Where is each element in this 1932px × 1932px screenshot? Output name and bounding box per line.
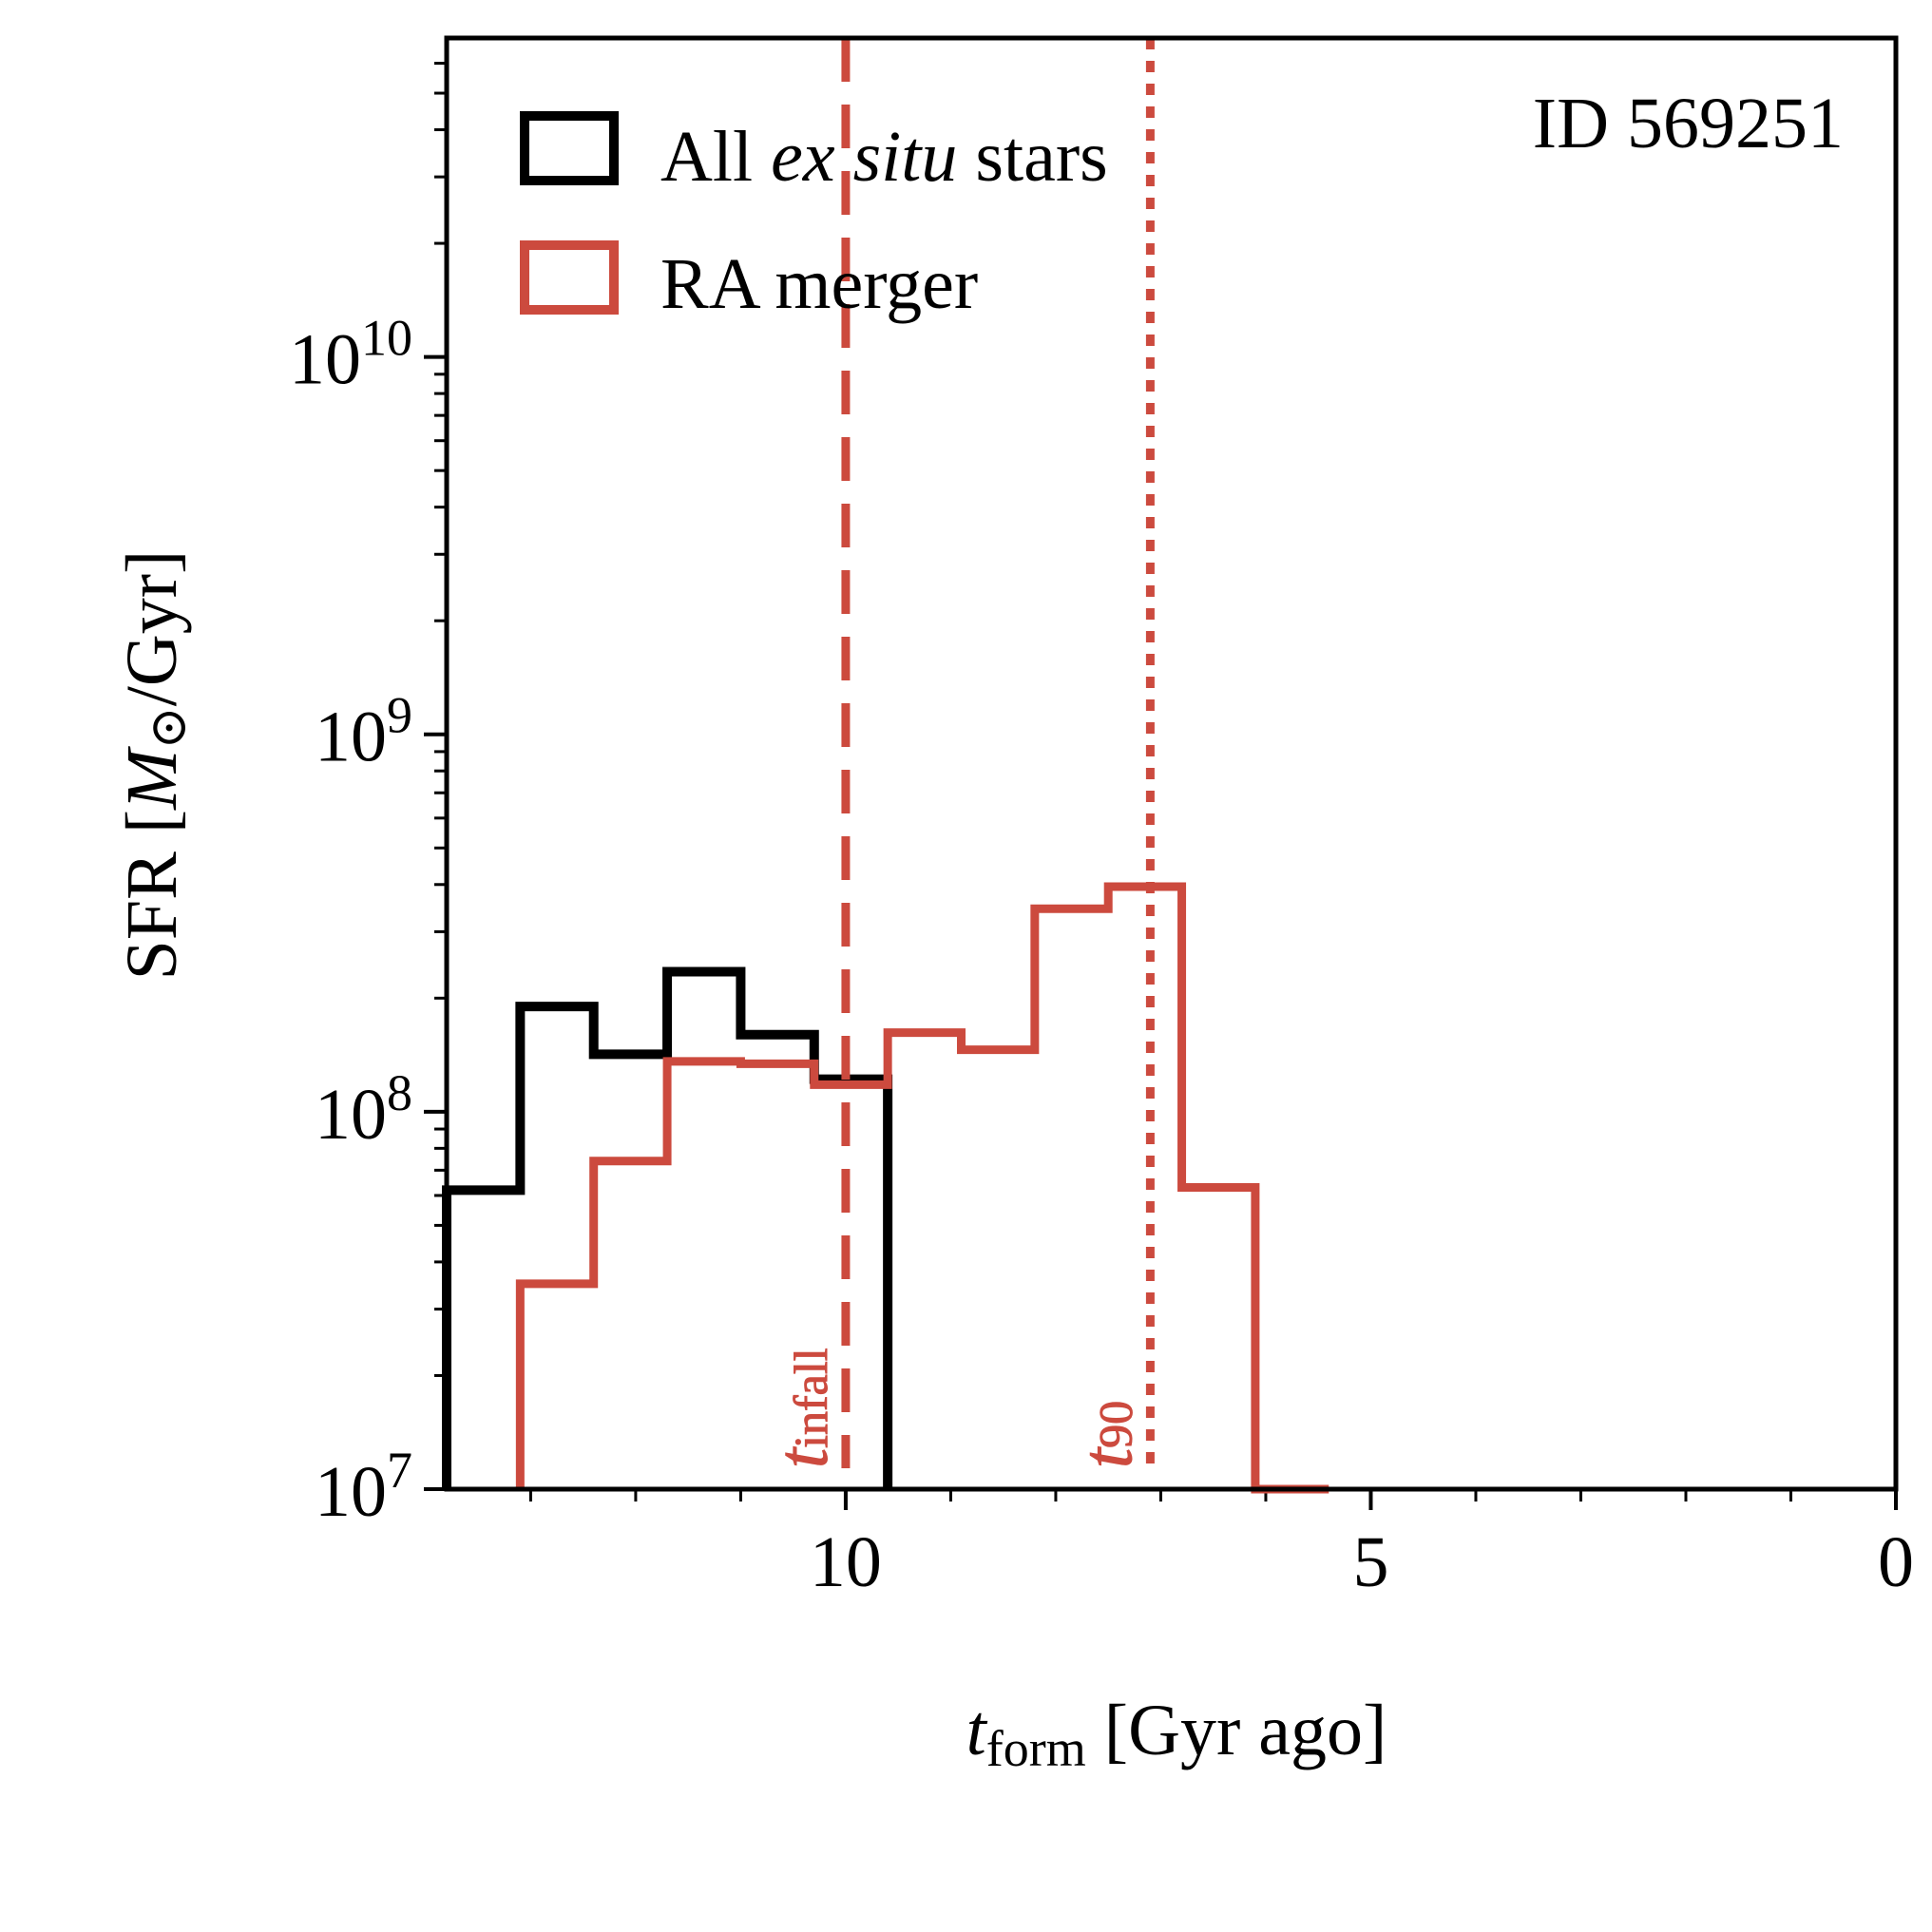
x-tick-label: 0 (1878, 1522, 1914, 1602)
legend-swatch-ra-merger (520, 240, 619, 315)
x-axis-label: tform [Gyr ago] (966, 1691, 1387, 1777)
vline-label-t-infall: tinfall (763, 1348, 843, 1468)
y-tick-label: 1010 (289, 310, 412, 400)
y-tick-label: 108 (315, 1064, 412, 1155)
plot-frame (444, 35, 1899, 1492)
legend-swatch-ex-situ (520, 111, 619, 185)
x-tick-label: 5 (1352, 1522, 1388, 1602)
label-layer: 10 5 0 107 108 109 1010 tinfall t90 (289, 310, 1914, 1602)
legend-label-ex-situ: All ex situ stars (660, 117, 1108, 197)
vline-layer (841, 38, 1155, 1468)
y-tick-label: 109 (315, 687, 412, 777)
y-tick-label: 107 (315, 1442, 412, 1532)
y-axis-label: SFR [M⊙/Gyr] (112, 550, 197, 981)
x-tick-label: 10 (810, 1522, 882, 1602)
series-layer (442, 882, 1329, 1494)
legend-label-ra-merger: RA merger (660, 244, 978, 324)
legend: All ex situ stars RA merger (520, 111, 1108, 324)
histogram-ra-merger (515, 882, 1329, 1494)
galaxy-id-label: ID 569251 (1533, 84, 1844, 163)
vline-label-t-90: t90 (1067, 1401, 1147, 1468)
